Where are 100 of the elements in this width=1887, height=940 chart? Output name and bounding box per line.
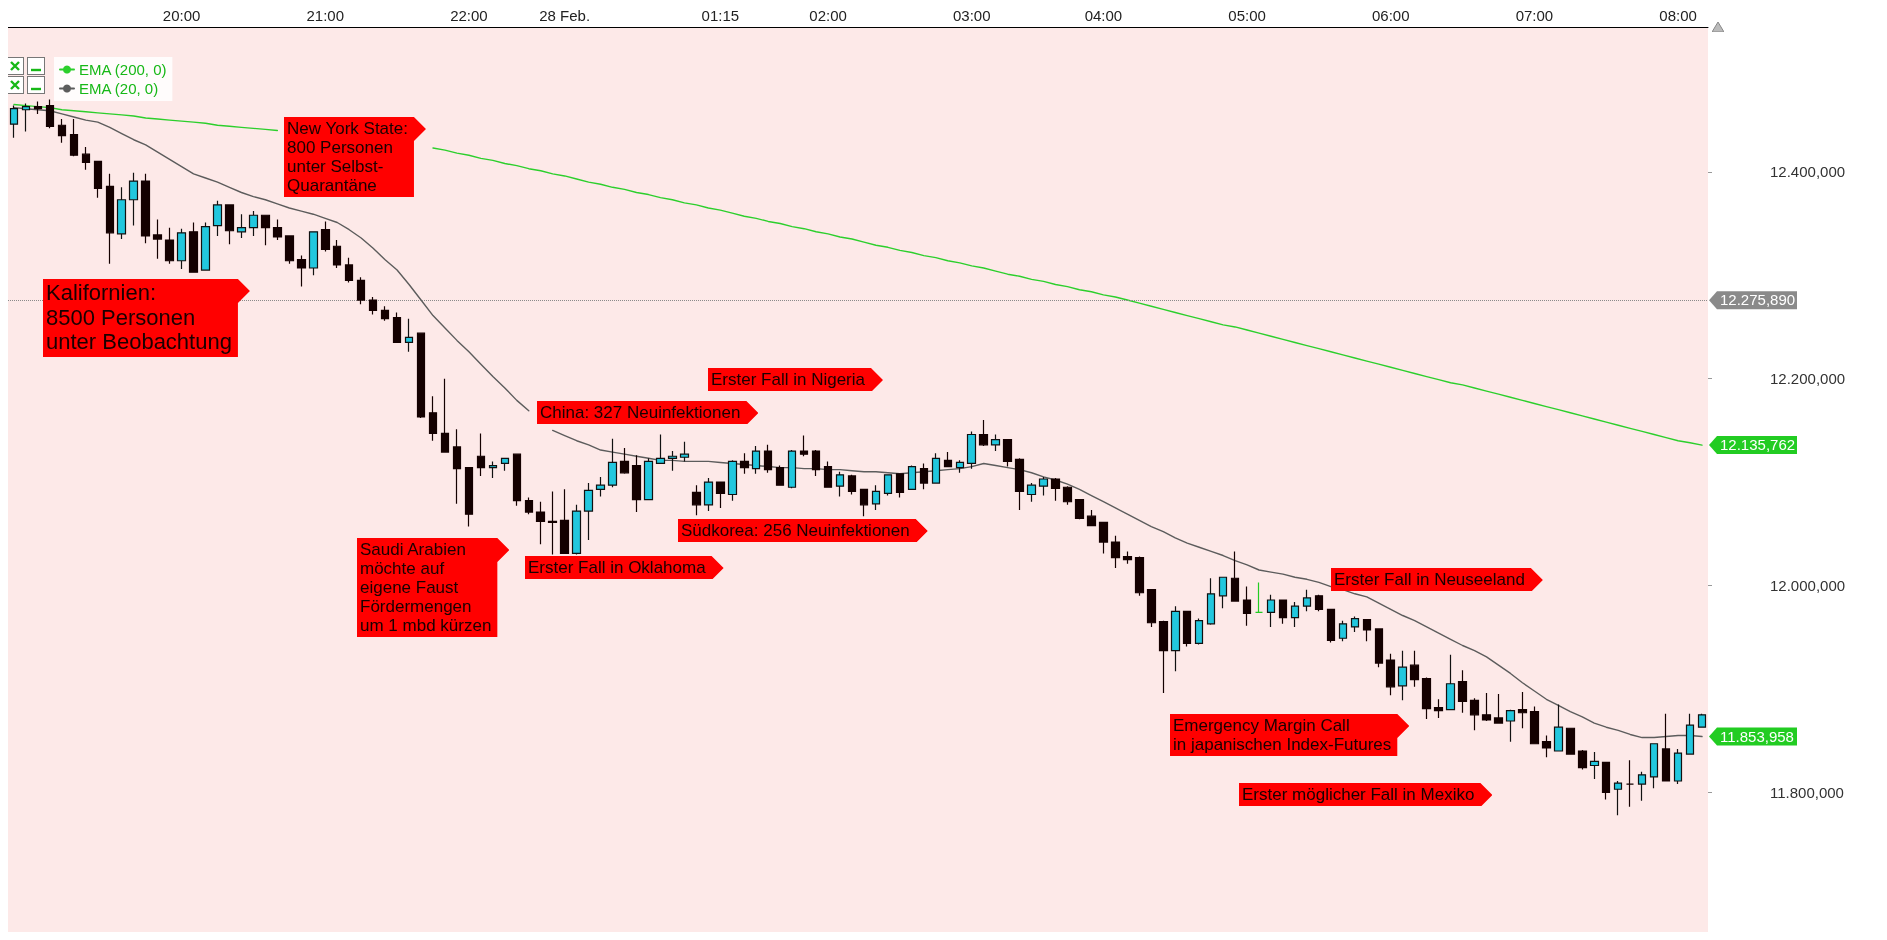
candlestick (1374, 628, 1384, 668)
candlestick (140, 173, 151, 244)
x-tick-label: 22:00 (450, 7, 488, 24)
candlestick (356, 276, 366, 305)
candlestick (631, 454, 642, 513)
data-label: 11.853,958 (1720, 727, 1794, 745)
candlestick (595, 476, 606, 498)
y-tick-label: 12.200,000 (1770, 370, 1846, 388)
candlestick (1541, 734, 1552, 758)
candlestick (57, 118, 67, 144)
candlestick (571, 504, 582, 556)
candlestick (883, 474, 893, 497)
candlestick (476, 432, 486, 477)
candlestick (1661, 713, 1671, 782)
candlestick (440, 378, 450, 453)
candlestick (1445, 654, 1456, 711)
candlestick (1505, 709, 1516, 743)
candlestick (1649, 743, 1659, 789)
candlestick (1242, 585, 1252, 627)
candlestick (1685, 713, 1695, 755)
candlestick (248, 210, 259, 237)
candlestick (607, 438, 618, 488)
candlestick (320, 220, 331, 253)
candlestick (763, 444, 773, 474)
candlestick (1086, 509, 1097, 527)
candlestick (416, 332, 426, 419)
candlestick (1002, 439, 1013, 468)
candlestick (260, 214, 271, 246)
candlestick (1613, 780, 1623, 816)
candlestick (236, 213, 247, 239)
annotation: Kalifornien: 8500 Personen unter Beobachtung (43, 279, 250, 357)
candlestick (727, 459, 738, 502)
candlestick (715, 481, 726, 509)
candlestick (943, 451, 953, 468)
annotation: Erster Fall in Nigeria (708, 368, 883, 392)
candlestick (1697, 713, 1707, 728)
candlestick (703, 477, 714, 512)
candlestick (739, 452, 750, 475)
candlestick (164, 227, 175, 265)
candlestick (1182, 610, 1192, 648)
x-tick-label: 06:00 (1371, 7, 1410, 24)
candlestick (524, 497, 534, 515)
candlestick (1170, 605, 1181, 672)
candlestick (691, 484, 702, 516)
candlestick (105, 173, 115, 265)
y-tick-label: 12.400,000 (1770, 163, 1846, 181)
x-tick-label: 21:00 (306, 7, 345, 24)
x-tick-label: 20:00 (162, 7, 201, 24)
x-tick-label: 01:15 (701, 7, 740, 24)
candlestick (69, 118, 79, 157)
candlestick (871, 484, 881, 511)
candlestick (1589, 751, 1600, 780)
candlestick (955, 459, 965, 474)
candlestick (1565, 727, 1576, 755)
candlestick (1038, 476, 1049, 497)
candlestick (751, 445, 761, 475)
annotation: China: 327 Neuinfektionen (537, 401, 759, 425)
candlestick (404, 318, 414, 353)
annotation: New York State: 800 Personen unter Selbst- Quarantäne (284, 117, 426, 198)
x-tick-label: 28 Feb. (539, 7, 591, 24)
candlestick (1074, 499, 1085, 520)
candlestick (308, 231, 319, 276)
candlestick (1457, 669, 1468, 714)
candlestick (1421, 676, 1432, 720)
candlestick (978, 419, 989, 447)
y-tick-label: 11.800,000 (1770, 783, 1844, 801)
candlestick (1146, 589, 1157, 628)
candlestick (931, 452, 941, 484)
ref-line-label: 12.275,890 (1720, 291, 1796, 309)
candlestick (895, 473, 905, 499)
candlestick (919, 462, 929, 490)
candlestick (428, 395, 438, 442)
candlestick (1098, 521, 1109, 555)
candlestick (1469, 697, 1480, 731)
candlestick (1230, 550, 1240, 602)
candlestick (559, 488, 570, 555)
candlestick (1158, 620, 1169, 694)
candlestick (1529, 705, 1540, 745)
candlestick (835, 471, 845, 498)
candlestick (452, 428, 462, 505)
annotation: Südkorea: 256 Neuinfektionen (678, 519, 928, 543)
candlestick (1350, 615, 1360, 633)
candlestick (787, 449, 797, 489)
candlestick (212, 200, 223, 237)
candlestick (1577, 749, 1588, 771)
candlestick (1553, 703, 1564, 752)
annotation: Erster Fall in Oklahoma (525, 556, 724, 580)
candlestick (1122, 550, 1133, 565)
candlestick (200, 221, 211, 271)
candlestick (81, 146, 91, 171)
x-tick-label: 08:00 (1659, 7, 1697, 24)
candlestick (1338, 620, 1348, 642)
candlestick (547, 490, 558, 556)
candlestick (464, 467, 474, 528)
candlestick (1110, 535, 1121, 569)
candlestick (1625, 759, 1635, 808)
candlestick (583, 482, 594, 541)
candlestick (667, 450, 678, 472)
candlestick (332, 239, 342, 269)
candlestick (1493, 693, 1504, 724)
